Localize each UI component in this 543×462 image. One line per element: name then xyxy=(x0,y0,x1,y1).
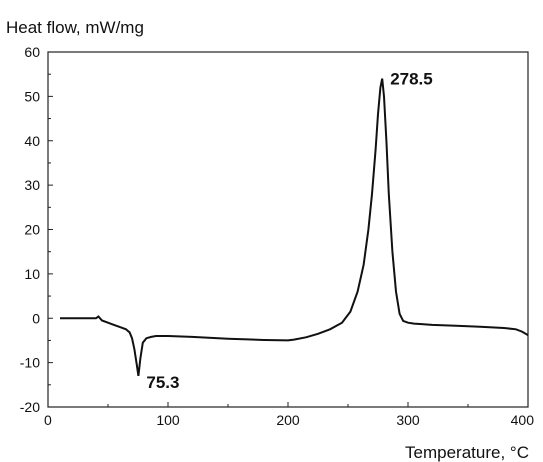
x-tick-label: 100 xyxy=(156,412,180,428)
plot-axes xyxy=(47,51,529,408)
plot-frame xyxy=(47,51,529,408)
y-tick-label: -10 xyxy=(20,355,40,371)
y-tick-label: 50 xyxy=(24,88,40,104)
y-tick-label: 20 xyxy=(24,222,40,238)
x-tick-label: 0 xyxy=(44,412,52,428)
series-line xyxy=(60,78,529,377)
y-tick-label: -20 xyxy=(20,399,40,415)
x-tick-label: 200 xyxy=(276,412,300,428)
peak-annotation-max: 278.5 xyxy=(390,70,433,89)
y-tick-label: 0 xyxy=(32,310,40,326)
x-tick-label: 400 xyxy=(511,412,535,428)
y-axis-label: Heat flow, mW/mg xyxy=(6,18,144,37)
y-tick-label: 40 xyxy=(24,133,40,149)
y-tick-label: 10 xyxy=(24,266,40,282)
x-tick-label: 300 xyxy=(396,412,420,428)
y-tick-label: 60 xyxy=(24,44,40,60)
y-tick-label: 30 xyxy=(24,177,40,193)
x-ticks: 0 100 200 300 400 xyxy=(44,402,534,428)
x-axis-label: Temperature, °C xyxy=(405,443,529,462)
y-ticks: -20 -10 0 10 20 30 40 50 60 xyxy=(20,44,53,415)
peak-annotation-min: 75.3 xyxy=(146,373,179,392)
